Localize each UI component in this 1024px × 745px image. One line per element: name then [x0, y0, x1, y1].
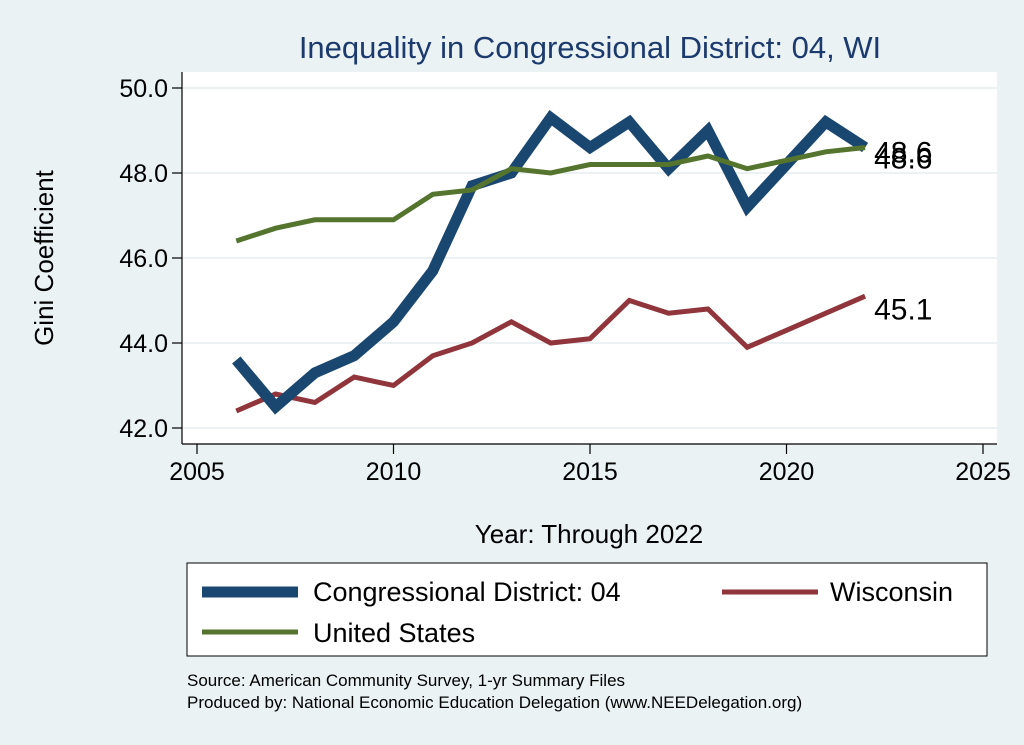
y-tick-label: 46.0: [119, 245, 168, 273]
x-axis-title: Year: Through 2022: [475, 519, 703, 549]
end-label-0: 48.6: [874, 143, 932, 176]
legend-box: [186, 562, 988, 657]
end-labels: 45.1 48.648.6: [874, 137, 932, 327]
y-tick-label: 44.0: [119, 330, 168, 358]
x-tick-label: 2020: [759, 458, 815, 486]
y-tick-label: 50.0: [119, 75, 168, 103]
y-axis-title: Gini Coefficient: [29, 169, 59, 346]
series-line-0: [232, 110, 869, 415]
x-tick-label: 2015: [562, 458, 618, 486]
source-note: Source: American Community Survey, 1-yr …: [187, 671, 625, 690]
x-axis-ticks: 2005 2010 2015 2020 2025: [169, 444, 1011, 486]
legend-label-united-states: United States: [313, 618, 475, 648]
chart-title: Inequality in Congressional District: 04…: [299, 30, 881, 65]
y-axis-ticks: 42.0 44.0 46.0 48.0 50.0: [119, 75, 182, 443]
produced-note: Produced by: National Economic Education…: [187, 693, 802, 712]
grid: [182, 87, 997, 429]
series-lines: [232, 110, 869, 415]
legend-label-district: Congressional District: 04: [313, 577, 621, 607]
x-tick-label: 2025: [955, 458, 1011, 486]
legend-label-wisconsin: Wisconsin: [830, 577, 953, 607]
end-label-2: 48.6: [874, 137, 932, 170]
series-line-2: [235, 145, 866, 244]
series-line-1: [235, 293, 867, 414]
end-label-1: 45.1: [874, 293, 932, 326]
y-tick-label: 48.0: [119, 160, 168, 188]
x-tick-label: 2005: [169, 458, 225, 486]
x-tick-label: 2010: [366, 458, 422, 486]
legend: Congressional District: 04 Wisconsin Uni…: [186, 562, 988, 657]
y-tick-label: 42.0: [119, 415, 168, 443]
